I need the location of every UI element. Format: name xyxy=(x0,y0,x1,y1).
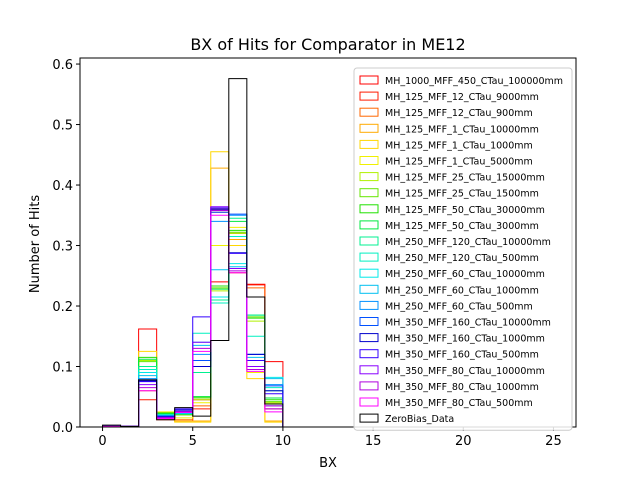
legend-label-0: MH_1000_MFF_450_CTau_100000mm xyxy=(385,76,563,87)
axes-frame xyxy=(79,57,577,428)
legend-swatch-5 xyxy=(359,156,379,165)
legend-swatch-8 xyxy=(359,204,379,214)
x-tick-label-0: 0 xyxy=(98,434,106,449)
y-tick-label-0: 0.0 xyxy=(52,421,73,436)
legend-label-8: MH_125_MFF_50_CTau_30000mm xyxy=(385,205,545,216)
legend-label-19: MH_350_MFF_80_CTau_1000mm xyxy=(385,382,539,393)
legend-label-2: MH_125_MFF_12_CTau_900mm xyxy=(385,108,533,119)
legend-swatch-21 xyxy=(359,413,379,423)
y-tick-label-3: 0.3 xyxy=(52,240,73,255)
legend-label-17: MH_350_MFF_160_CTau_500mm xyxy=(385,350,539,361)
legend-label-14: MH_250_MFF_60_CTau_500mm xyxy=(385,301,533,312)
legend-swatch-0 xyxy=(359,75,379,85)
x-tick-label-5: 25 xyxy=(545,434,562,449)
legend-label-21: ZeroBias_Data xyxy=(385,414,454,425)
legend-swatch-3 xyxy=(359,123,379,133)
legend-label-20: MH_350_MFF_80_CTau_500mm xyxy=(385,398,533,409)
chart-title: BX of Hits for Comparator in ME12 xyxy=(190,35,465,54)
legend-label-16: MH_350_MFF_160_CTau_1000mm xyxy=(385,334,545,345)
legend-swatch-19 xyxy=(359,381,379,391)
legend-label-3: MH_125_MFF_1_CTau_10000mm xyxy=(385,124,539,135)
legend-swatch-17 xyxy=(359,349,379,359)
legend-label-11: MH_250_MFF_120_CTau_500mm xyxy=(385,253,539,264)
y-tick-label-1: 0.1 xyxy=(52,361,73,376)
x-axis-label: BX xyxy=(319,456,337,471)
x-tick-label-2: 10 xyxy=(275,434,292,449)
legend-swatch-9 xyxy=(359,220,379,230)
legend-swatch-16 xyxy=(359,333,379,343)
legend-swatch-6 xyxy=(359,172,379,182)
y-tick-label-2: 0.2 xyxy=(52,300,73,315)
legend: MH_1000_MFF_450_CTau_100000mm MH_125_MFF_… xyxy=(353,67,573,431)
legend-swatch-15 xyxy=(359,317,379,326)
legend-label-5: MH_125_MFF_1_CTau_5000mm xyxy=(385,157,533,168)
legend-swatch-7 xyxy=(359,188,379,198)
legend-swatch-14 xyxy=(359,300,379,310)
legend-label-7: MH_125_MFF_25_CTau_1500mm xyxy=(385,189,539,200)
y-tick-label-5: 0.5 xyxy=(52,119,73,134)
legend-label-12: MH_250_MFF_60_CTau_10000mm xyxy=(385,269,545,280)
legend-swatch-2 xyxy=(359,107,379,117)
x-tick-label-1: 5 xyxy=(189,434,197,449)
legend-label-15: MH_350_MFF_160_CTau_10000mm xyxy=(385,318,551,329)
legend-label-6: MH_125_MFF_25_CTau_15000mm xyxy=(385,173,545,184)
y-tick-label-6: 0.6 xyxy=(52,58,73,73)
legend-label-13: MH_250_MFF_60_CTau_1000mm xyxy=(385,285,539,296)
y-axis-label: Number of Hits xyxy=(28,195,43,294)
legend-label-9: MH_125_MFF_50_CTau_3000mm xyxy=(385,221,539,232)
legend-swatch-13 xyxy=(359,284,379,294)
legend-swatch-18 xyxy=(359,365,379,375)
x-tick-label-3: 15 xyxy=(365,434,382,449)
legend-label-18: MH_350_MFF_80_CTau_10000mm xyxy=(385,366,545,377)
legend-swatch-1 xyxy=(359,91,379,101)
axes: 0 5 10 15 20 25 0.0 0.1 0.2 0.3 0.4 0.5 0.6 xyxy=(52,57,577,449)
legend-swatch-12 xyxy=(359,268,379,278)
legend-label-10: MH_250_MFF_120_CTau_10000mm xyxy=(385,237,551,248)
legend-box xyxy=(353,67,573,431)
legend-label-4: MH_125_MFF_1_CTau_1000mm xyxy=(385,140,533,151)
y-tick-label-4: 0.4 xyxy=(52,179,73,194)
legend-swatch-10 xyxy=(359,236,379,246)
legend-label-1: MH_125_MFF_12_CTau_9000mm xyxy=(385,92,539,103)
legend-swatch-4 xyxy=(359,139,379,149)
legend-swatch-20 xyxy=(359,397,379,407)
legend-swatch-11 xyxy=(359,252,379,262)
x-tick-label-4: 20 xyxy=(455,434,472,449)
